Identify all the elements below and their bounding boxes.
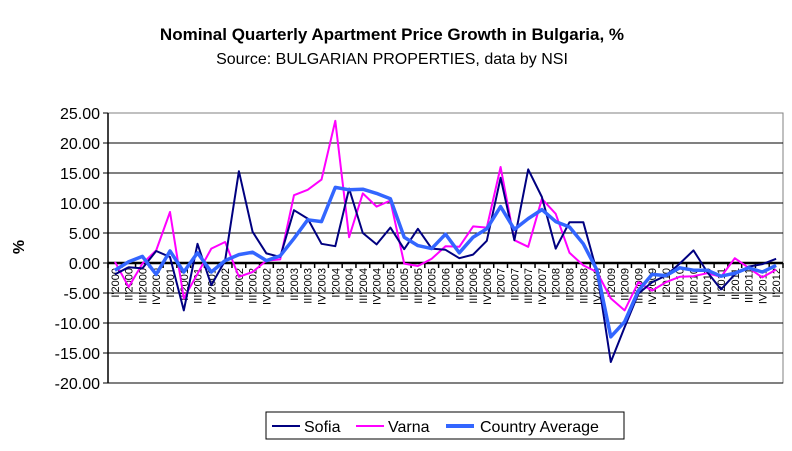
- x-tick-label: II'2003: [289, 268, 301, 301]
- x-tick-label: II'2010: [675, 268, 687, 301]
- x-tick-label: II'2005: [399, 268, 411, 301]
- y-tick-label: -15.00: [55, 346, 100, 363]
- x-tick-label: I'2002: [220, 268, 232, 298]
- x-tick-label: I'2005: [385, 268, 397, 298]
- x-tick-label: III'2004: [358, 268, 370, 304]
- x-tick-label: III'2006: [468, 268, 480, 304]
- chart-subtitle: Source: BULGARIAN PROPERTIES, data by NS…: [216, 51, 568, 68]
- chart-title: Nominal Quarterly Apartment Price Growth…: [160, 25, 624, 44]
- x-tick-label: I'2006: [441, 268, 453, 298]
- x-tick-label: III'2005: [413, 268, 425, 304]
- x-tick-label: I'2007: [496, 268, 508, 298]
- x-tick-label: III'2011: [744, 268, 756, 303]
- y-tick-label: 20.00: [60, 136, 100, 153]
- x-tick-label: II'2004: [344, 268, 356, 301]
- legend-label-varna: Varna: [388, 419, 430, 436]
- x-tick-label: IV'2007: [537, 268, 549, 305]
- y-axis-label: %: [11, 240, 28, 254]
- y-tick-label: 0.00: [69, 256, 100, 273]
- plot-area: [108, 113, 783, 383]
- x-tick-label: IV'2004: [372, 268, 384, 305]
- x-tick-label: IV'2006: [482, 268, 494, 305]
- legend-label-sofia: Sofia: [304, 419, 341, 436]
- x-tick-label: IV'2002: [261, 268, 273, 305]
- x-tick-label: II'2007: [509, 268, 521, 301]
- x-tick-label: I'2008: [551, 268, 563, 298]
- x-tick-label: IV'2005: [427, 268, 439, 305]
- x-tick-label: III'2003: [303, 268, 315, 304]
- x-tick-label: III'2008: [578, 268, 590, 304]
- y-tick-label: 15.00: [60, 166, 100, 183]
- y-tick-label: -20.00: [55, 376, 100, 393]
- y-tick-label: 5.00: [69, 226, 100, 243]
- x-tick-label: I'2004: [330, 268, 342, 298]
- legend: Sofia Varna Country Average: [266, 412, 624, 439]
- y-tick-label: 10.00: [60, 196, 100, 213]
- x-tick-label: III'2010: [688, 268, 700, 304]
- x-tick-label: II'2008: [564, 268, 576, 301]
- x-tick-label: II'2002: [234, 268, 246, 301]
- y-tick-label: -10.00: [55, 316, 100, 333]
- x-tick-label: I'2003: [275, 268, 287, 298]
- legend-label-country-average: Country Average: [480, 419, 599, 436]
- x-tick-label: III'2007: [523, 268, 535, 304]
- y-tick-label: -5.00: [64, 286, 101, 303]
- x-tick-label: II'2006: [454, 268, 466, 301]
- x-tick-label: I'2001: [165, 268, 177, 298]
- x-tick-label: III'2000: [137, 268, 149, 304]
- x-tick-label: II'2009: [620, 268, 632, 301]
- y-tick-label: 25.00: [60, 106, 100, 123]
- x-tick-label: IV'2003: [317, 268, 329, 305]
